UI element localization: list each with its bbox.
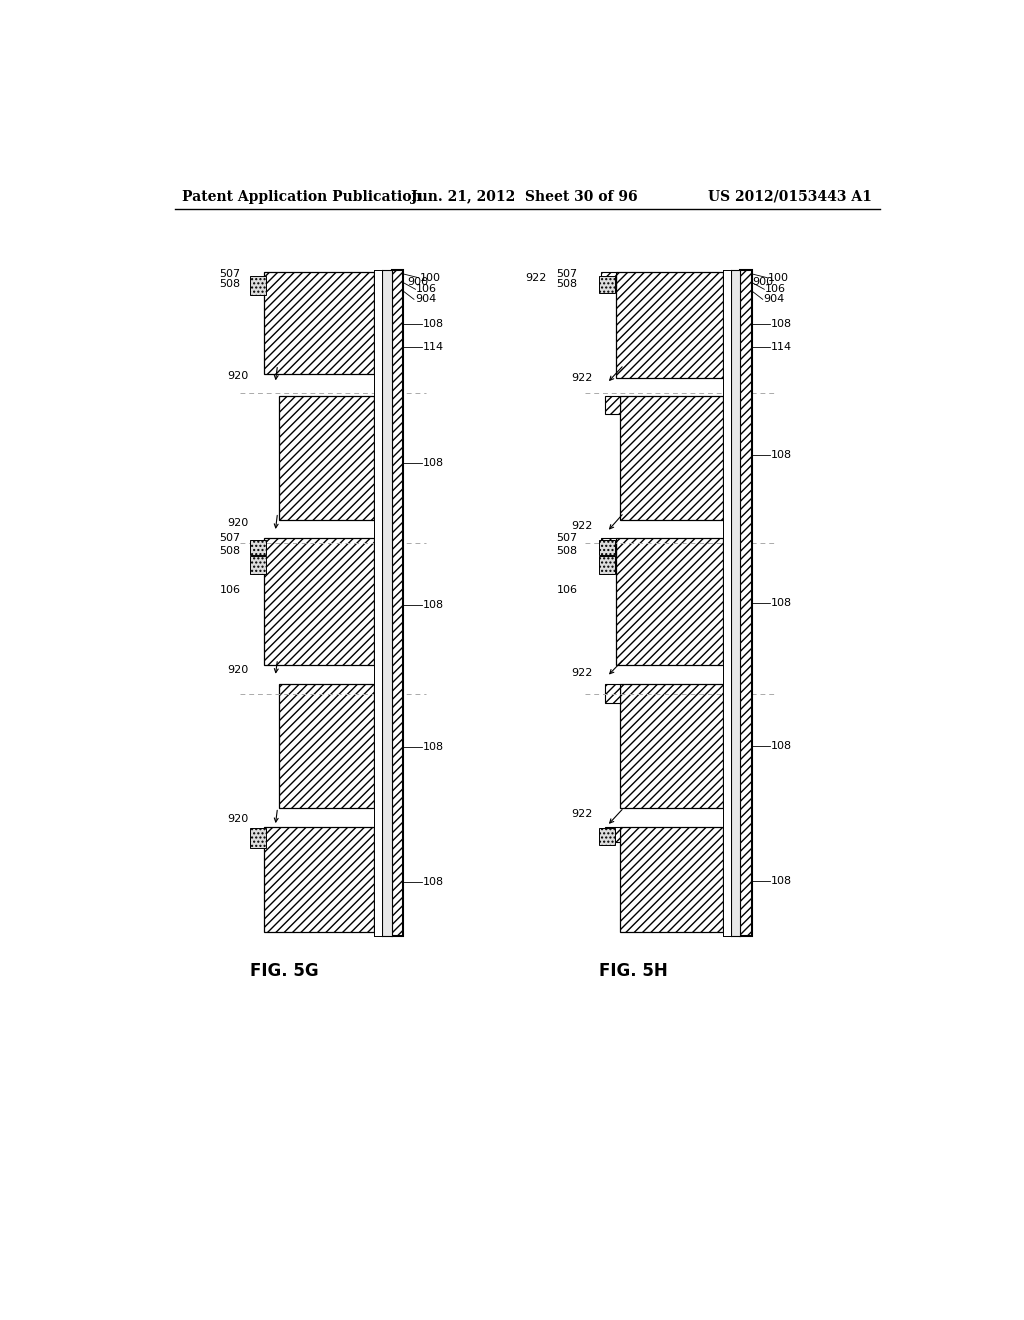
Text: 108: 108 [423, 601, 443, 610]
Text: 106: 106 [556, 585, 578, 594]
Polygon shape [621, 826, 723, 932]
Text: 920: 920 [227, 814, 248, 824]
Text: 108: 108 [771, 450, 793, 459]
Text: 922: 922 [571, 521, 593, 532]
Text: 904: 904 [764, 294, 784, 305]
Text: 507: 507 [556, 269, 578, 279]
Text: 108: 108 [771, 875, 793, 886]
Bar [382, 271, 391, 936]
Text: 108: 108 [423, 319, 443, 329]
Bar [251, 276, 266, 296]
Text: 108: 108 [771, 319, 793, 329]
Bar [599, 557, 614, 574]
Bar [599, 540, 614, 554]
Polygon shape [280, 684, 375, 808]
Polygon shape [616, 272, 723, 378]
Text: 108: 108 [423, 742, 443, 752]
Bar [599, 276, 614, 293]
Bar [604, 826, 621, 842]
Bar [604, 684, 621, 702]
Bar [601, 539, 616, 557]
Bar [740, 271, 752, 936]
Bar [391, 271, 403, 936]
Text: 922: 922 [571, 668, 593, 677]
Polygon shape [263, 539, 375, 665]
Text: 920: 920 [227, 519, 248, 528]
Text: 507: 507 [556, 533, 578, 543]
Polygon shape [263, 826, 375, 932]
Text: 920: 920 [227, 371, 248, 381]
Text: 108: 108 [423, 878, 443, 887]
Bar [251, 829, 266, 847]
Polygon shape [263, 272, 375, 374]
Text: 100: 100 [768, 273, 790, 282]
Polygon shape [616, 539, 723, 665]
Text: 106: 106 [765, 284, 786, 294]
Text: 922: 922 [525, 273, 547, 282]
Bar [604, 396, 621, 414]
Bar [723, 271, 731, 936]
Text: 900: 900 [407, 277, 428, 286]
Text: 106: 106 [219, 585, 241, 594]
Text: 904: 904 [415, 294, 436, 305]
Polygon shape [280, 396, 375, 520]
Text: 508: 508 [219, 546, 241, 556]
Text: 507: 507 [219, 269, 241, 279]
Bar [375, 271, 382, 936]
Text: 114: 114 [771, 342, 793, 352]
Text: FIG. 5H: FIG. 5H [599, 962, 668, 979]
Text: 508: 508 [556, 279, 578, 289]
Text: 106: 106 [417, 284, 437, 294]
Text: 508: 508 [219, 279, 241, 289]
Text: Jun. 21, 2012  Sheet 30 of 96: Jun. 21, 2012 Sheet 30 of 96 [412, 190, 638, 203]
Text: 108: 108 [423, 458, 443, 467]
Bar [731, 271, 740, 936]
Text: 108: 108 [771, 598, 793, 609]
Text: Patent Application Publication: Patent Application Publication [182, 190, 422, 203]
Text: 922: 922 [571, 809, 593, 820]
Text: 922: 922 [571, 372, 593, 383]
Text: 114: 114 [423, 342, 443, 352]
Polygon shape [621, 396, 723, 520]
Text: FIG. 5G: FIG. 5G [251, 962, 319, 979]
Text: US 2012/0153443 A1: US 2012/0153443 A1 [709, 190, 872, 203]
Text: 900: 900 [753, 277, 774, 286]
Text: 108: 108 [771, 741, 793, 751]
Polygon shape [621, 684, 723, 808]
Bar [251, 557, 266, 574]
Text: 507: 507 [219, 533, 241, 543]
Text: 920: 920 [227, 665, 248, 676]
Text: 508: 508 [556, 546, 578, 556]
Text: 100: 100 [420, 273, 440, 282]
Bar [251, 540, 266, 554]
Bar [601, 272, 616, 288]
Bar [599, 829, 614, 845]
